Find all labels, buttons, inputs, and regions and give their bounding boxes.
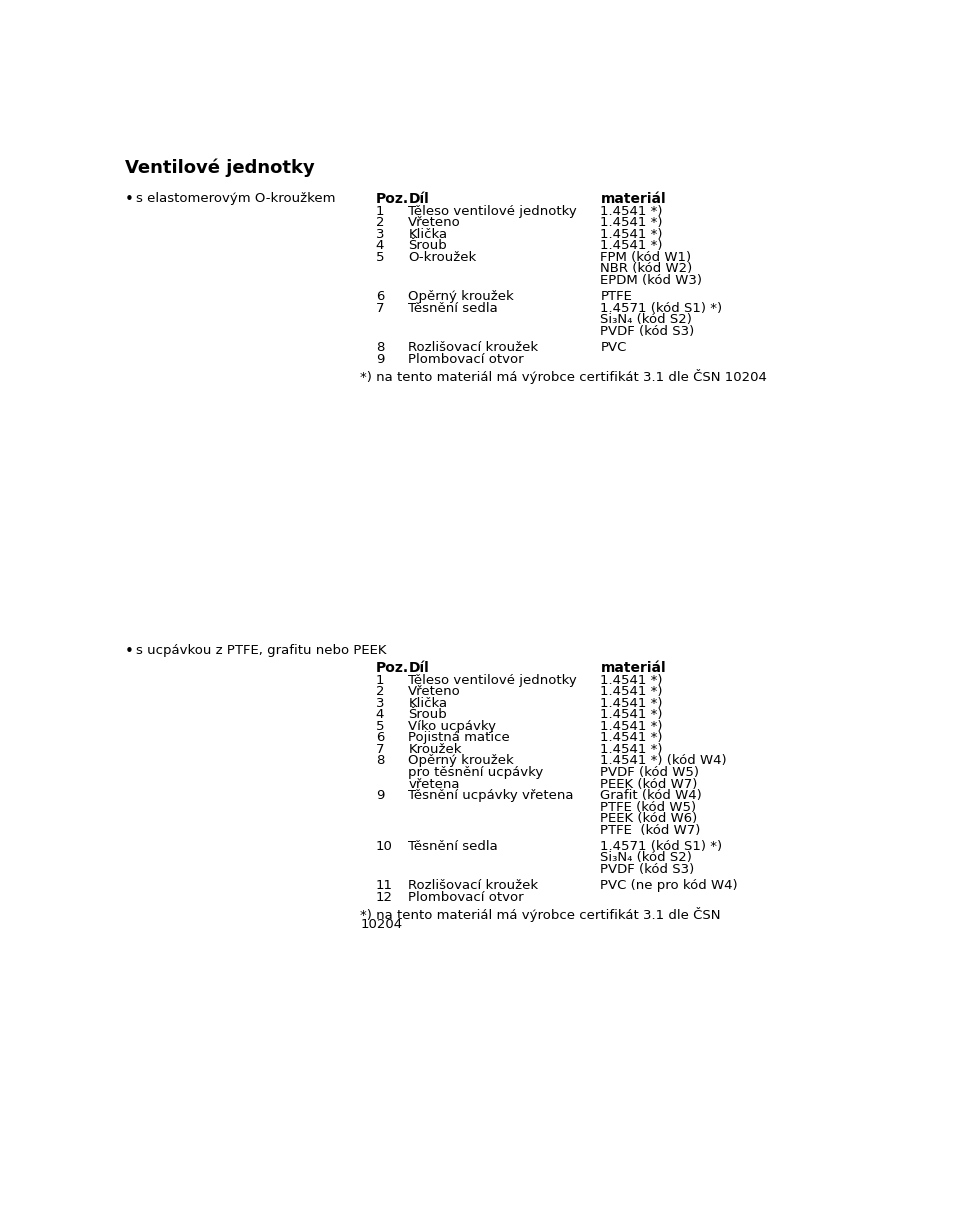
Text: EPDM (kód W3): EPDM (kód W3): [601, 275, 703, 287]
Text: Poz.: Poz.: [375, 192, 409, 207]
Text: 9: 9: [375, 352, 384, 366]
Text: 4: 4: [375, 708, 384, 721]
Text: 7: 7: [375, 302, 384, 315]
Text: Ventilové jednotky: Ventilové jednotky: [125, 159, 314, 177]
Text: 6: 6: [375, 731, 384, 745]
Text: PTFE  (kód W7): PTFE (kód W7): [601, 824, 701, 837]
Text: Těsnění ucpávky vřetena: Těsnění ucpávky vřetena: [408, 789, 574, 803]
Text: 8: 8: [375, 755, 384, 767]
Text: Pojistná matice: Pojistná matice: [408, 731, 510, 745]
Text: PEEK (kód W7): PEEK (kód W7): [601, 778, 698, 790]
Text: Klička: Klička: [408, 697, 447, 710]
Text: materiál: materiál: [601, 192, 666, 207]
Text: Těsnění sedla: Těsnění sedla: [408, 840, 498, 853]
Text: 1: 1: [375, 204, 384, 218]
Text: s elastomerovým O-kroužkem: s elastomerovým O-kroužkem: [135, 192, 335, 206]
Text: 5: 5: [375, 720, 384, 732]
Text: vřetena: vřetena: [408, 778, 460, 790]
Text: Plombovací otvor: Plombovací otvor: [408, 352, 524, 366]
Text: Plombovací otvor: Plombovací otvor: [408, 891, 524, 904]
Text: PVDF (kód S3): PVDF (kód S3): [601, 863, 695, 876]
Text: Poz.: Poz.: [375, 661, 409, 676]
Text: 10: 10: [375, 840, 393, 853]
Text: materiál: materiál: [601, 661, 666, 676]
Text: 1.4541 *): 1.4541 *): [601, 708, 663, 721]
Text: 1.4541 *): 1.4541 *): [601, 673, 663, 687]
Text: 8: 8: [375, 341, 384, 355]
Text: PVDF (kód S3): PVDF (kód S3): [601, 325, 695, 337]
Text: Grafit (kód W4): Grafit (kód W4): [601, 789, 703, 803]
Text: 1.4541 *): 1.4541 *): [601, 720, 663, 732]
Text: Si₃N₄ (kód S2): Si₃N₄ (kód S2): [601, 852, 692, 864]
Text: Díl: Díl: [408, 192, 429, 207]
Text: 1.4541 *): 1.4541 *): [601, 731, 663, 745]
Text: 9: 9: [375, 789, 384, 803]
Text: 10204: 10204: [360, 918, 402, 932]
Text: Víko ucpávky: Víko ucpávky: [408, 720, 496, 732]
Text: 3: 3: [375, 228, 384, 241]
Text: Těleso ventilové jednotky: Těleso ventilové jednotky: [408, 673, 577, 687]
Text: 4: 4: [375, 239, 384, 252]
Text: 1.4541 *): 1.4541 *): [601, 686, 663, 698]
Text: 6: 6: [375, 291, 384, 303]
Text: PTFE: PTFE: [601, 291, 633, 303]
Text: 1: 1: [375, 673, 384, 687]
Text: 1.4541 *): 1.4541 *): [601, 217, 663, 229]
Text: 7: 7: [375, 744, 384, 756]
Text: Vřeteno: Vřeteno: [408, 217, 461, 229]
Text: Kroužek: Kroužek: [408, 744, 462, 756]
Text: Opěrný kroužek: Opěrný kroužek: [408, 291, 514, 303]
Text: 1.4541 *) (kód W4): 1.4541 *) (kód W4): [601, 755, 727, 767]
Text: FPM (kód W1): FPM (kód W1): [601, 251, 691, 263]
Text: •: •: [125, 192, 133, 207]
Text: Šroub: Šroub: [408, 239, 447, 252]
Text: Rozlišovací kroužek: Rozlišovací kroužek: [408, 341, 539, 355]
Text: Si₃N₄ (kód S2): Si₃N₄ (kód S2): [601, 313, 692, 326]
Text: 1.4541 *): 1.4541 *): [601, 697, 663, 710]
Text: 1.4571 (kód S1) *): 1.4571 (kód S1) *): [601, 302, 723, 315]
Text: O-kroužek: O-kroužek: [408, 251, 476, 263]
Text: pro těsnění ucpávky: pro těsnění ucpávky: [408, 766, 543, 779]
Text: 1.4541 *): 1.4541 *): [601, 239, 663, 252]
Text: 3: 3: [375, 697, 384, 710]
Text: NBR (kód W2): NBR (kód W2): [601, 262, 693, 276]
Text: Těleso ventilové jednotky: Těleso ventilové jednotky: [408, 204, 577, 218]
Text: PEEK (kód W6): PEEK (kód W6): [601, 812, 698, 825]
Text: Těsnění sedla: Těsnění sedla: [408, 302, 498, 315]
Text: 2: 2: [375, 217, 384, 229]
Text: PVC: PVC: [601, 341, 627, 355]
Text: Rozlišovací kroužek: Rozlišovací kroužek: [408, 879, 539, 892]
Text: Vřeteno: Vřeteno: [408, 686, 461, 698]
Text: *) na tento materiál má výrobce certifikát 3.1 dle ČSN: *) na tento materiál má výrobce certifik…: [360, 907, 721, 922]
Text: •: •: [125, 644, 133, 660]
Text: PTFE (kód W5): PTFE (kód W5): [601, 800, 697, 814]
Text: Opěrný kroužek: Opěrný kroužek: [408, 755, 514, 767]
Text: Klička: Klička: [408, 228, 447, 241]
Text: 5: 5: [375, 251, 384, 263]
Text: PVDF (kód W5): PVDF (kód W5): [601, 766, 700, 779]
Text: *) na tento materiál má výrobce certifikát 3.1 dle ČSN 10204: *) na tento materiál má výrobce certifik…: [360, 369, 767, 384]
Text: 1.4541 *): 1.4541 *): [601, 204, 663, 218]
Text: Šroub: Šroub: [408, 708, 447, 721]
Text: Díl: Díl: [408, 661, 429, 676]
Text: 11: 11: [375, 879, 393, 892]
Text: PVC (ne pro kód W4): PVC (ne pro kód W4): [601, 879, 738, 892]
Text: 1.4541 *): 1.4541 *): [601, 744, 663, 756]
Text: 1.4571 (kód S1) *): 1.4571 (kód S1) *): [601, 840, 723, 853]
Text: s ucpávkou z PTFE, grafitu nebo PEEK: s ucpávkou z PTFE, grafitu nebo PEEK: [135, 644, 386, 657]
Text: 2: 2: [375, 686, 384, 698]
Text: 12: 12: [375, 891, 393, 904]
Text: 1.4541 *): 1.4541 *): [601, 228, 663, 241]
